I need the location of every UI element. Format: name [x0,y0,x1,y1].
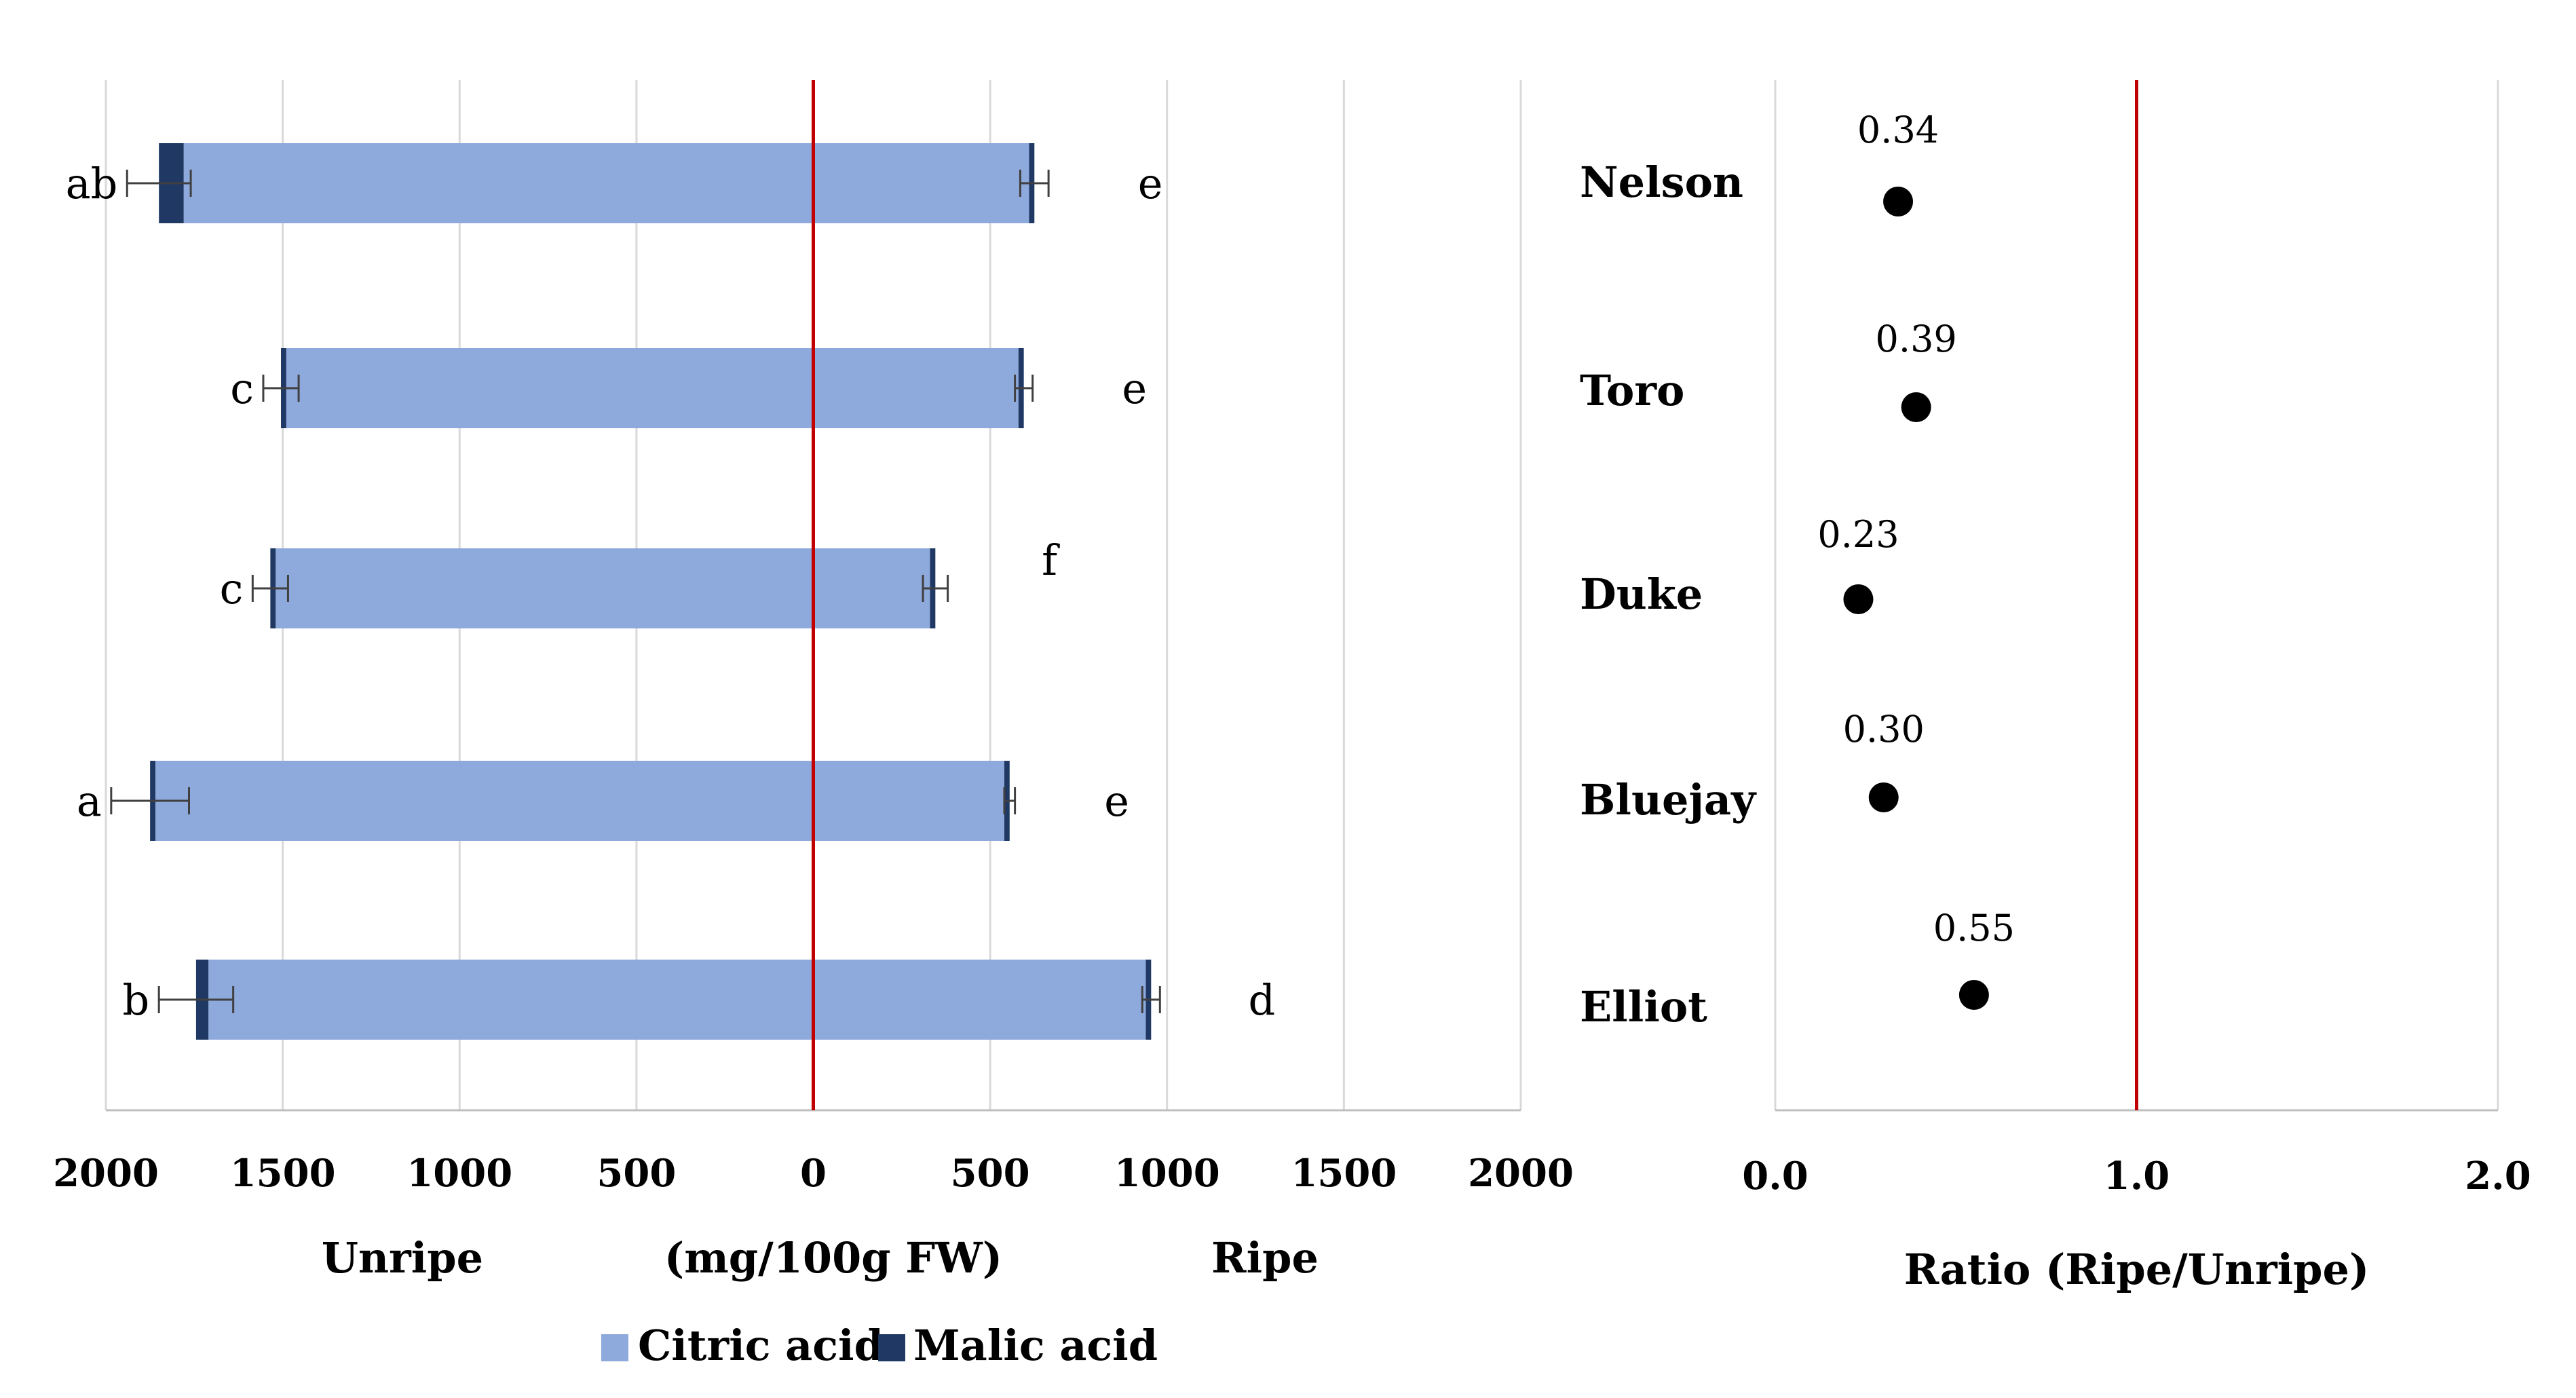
ratio-data-label: 0.30 [1843,708,1925,751]
x-tick-label: 2000 [1468,1151,1574,1196]
bar-unripe-citric-toro [286,348,814,428]
ratio-point-nelson [1883,187,1914,216]
x-tick-label: 0 [800,1151,827,1196]
significance-label-ripe: e [1138,159,1163,208]
x-tick-label: 1500 [1291,1151,1397,1196]
bar-ripe-citric-duke [813,548,930,628]
bar-unripe-citric-duke [276,548,814,628]
significance-label-unripe: c [230,364,254,413]
x-tick-label: 1000 [1114,1151,1220,1196]
category-label-toro: Toro [1580,366,1684,415]
bar-unripe-citric-nelson [183,143,814,223]
x-tick-label: 2.0 [2465,1154,2531,1198]
error-bar-ripe-nelson [1019,170,1050,197]
legend: Citric acid Malic acid [601,1321,1158,1370]
bar-unripe-citric-elliot [208,960,814,1040]
ratio-data-label: 0.55 [1933,907,2015,949]
legend-swatch-malic [878,1334,905,1361]
significance-label-ripe: e [1104,776,1129,826]
ratio-point-elliot [1958,980,1989,1010]
ratio-data-label: 0.23 [1817,513,1899,556]
error-bar-ripe-bluejay [1003,787,1017,814]
x-tick-label: 500 [596,1151,676,1196]
x-tick-label: 500 [951,1151,1030,1196]
category-label-elliot: Elliot [1580,982,1707,1032]
significance-label-unripe: c [220,564,244,613]
category-label-bluejay: Bluejay [1580,775,1757,825]
bar-ripe-citric-elliot [813,960,1146,1040]
ratio-chart: Nelson Toro Duke Bluejay Elliot 0.34 0.39 0.23 0… [1580,80,2531,1294]
x-axis-label-unripe: Unripe [322,1233,483,1283]
x-tick-label: 1.0 [2104,1154,2170,1198]
error-bar-unripe-bluejay [110,787,190,814]
error-bar-ripe-elliot [1141,986,1161,1013]
bar-ripe-citric-bluejay [813,761,1004,841]
significance-label-ripe: d [1248,975,1275,1025]
bar-ripe-citric-nelson [813,143,1029,223]
bar-ripe-citric-toro [813,348,1019,428]
category-label-nelson: Nelson [1580,157,1743,207]
legend-label-malic: Malic acid [913,1321,1158,1370]
ratio-data-label: 0.39 [1876,318,1957,360]
x-axis-label-ripe: Ripe [1211,1233,1319,1283]
error-bar-unripe-nelson [126,170,192,197]
ratio-point-duke [1843,584,1874,614]
significance-label-unripe: a [77,776,102,826]
legend-label-citric: Citric acid [638,1321,884,1370]
error-bar-unripe-toro [262,375,300,402]
x-tick-label: 2000 [53,1151,159,1196]
error-bar-unripe-duke [251,575,289,602]
ratio-point-toro [1901,392,1931,422]
x-axis-label-units: (mg/100g FW) [664,1233,1002,1283]
ratio-data-label: 0.34 [1857,109,1939,151]
significance-label-unripe: b [122,975,149,1025]
x-tick-label: 1500 [230,1151,336,1196]
significance-label-ripe: f [1042,535,1060,585]
x-tick-label: 0.0 [1742,1154,1808,1198]
error-bar-ripe-duke [922,575,949,602]
acid-content-chart: ab e c e c f a e b d 2000 1500 1000 500 0 500 1000 1500 20… [53,80,1574,1370]
x-axis-label-ratio: Ratio (Ripe/Unripe) [1904,1245,2370,1294]
error-bar-unripe-elliot [157,986,235,1013]
category-label-duke: Duke [1580,569,1703,619]
error-bar-ripe-toro [1014,375,1034,402]
legend-swatch-citric [601,1334,628,1361]
bar-unripe-citric-bluejay [155,761,814,841]
ratio-point-bluejay [1868,782,1899,812]
x-tick-label: 1000 [406,1151,512,1196]
significance-label-ripe: e [1122,364,1147,413]
significance-label-unripe: ab [66,159,118,208]
